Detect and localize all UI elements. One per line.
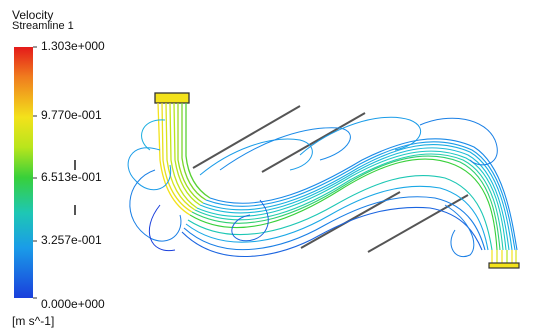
recirculation-streamlines <box>127 116 498 258</box>
legend-subtitle: Streamline 1 <box>12 20 74 32</box>
legend-tick-max: 1.303e+000 <box>41 39 105 53</box>
main-flow-streamlines <box>181 138 518 258</box>
inlet-pipe <box>154 92 211 216</box>
legend-tick-4: 3.257e-001 <box>41 233 102 247</box>
color-bar <box>14 47 33 298</box>
legend-unit: [m s^-1] <box>12 314 55 328</box>
legend-tick-2: 9.770e-001 <box>41 108 102 122</box>
legend-title: Velocity <box>12 8 54 22</box>
colorbar-ticks <box>33 46 37 299</box>
legend-tick-3: 6.513e-001 <box>41 170 102 184</box>
outlet-pipe <box>488 250 520 269</box>
legend-tick-min: 0.000e+000 <box>41 297 105 311</box>
